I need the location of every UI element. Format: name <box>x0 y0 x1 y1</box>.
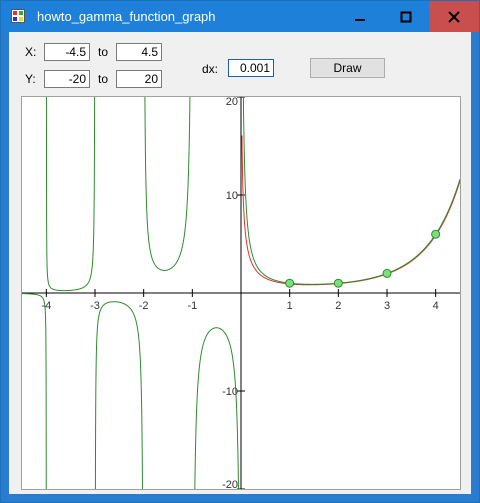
y-tick-label: 10 <box>226 190 238 202</box>
y-tick-label: -10 <box>222 386 238 398</box>
close-button[interactable] <box>429 1 479 32</box>
maximize-icon <box>400 11 412 22</box>
x-to-label: to <box>98 45 109 59</box>
x-label: X: <box>25 45 37 59</box>
gamma-curve <box>22 47 461 503</box>
x-tick-label: -1 <box>187 300 197 312</box>
maximize-button[interactable] <box>383 1 429 32</box>
window-title: howto_gamma_function_graph <box>37 9 216 24</box>
client-area: X: -4.5 to 4.5 Y: -20 to 20 dx: 0.001 Dr… <box>9 32 471 503</box>
dx-input[interactable]: 0.001 <box>228 59 274 77</box>
x-tick-label: -4 <box>41 300 51 312</box>
x-tick-label: -2 <box>139 300 149 312</box>
x-min-input[interactable]: -4.5 <box>44 43 90 61</box>
close-icon <box>448 10 460 23</box>
minimize-button[interactable] <box>337 1 383 32</box>
y-to-label: to <box>98 72 109 86</box>
app-icon <box>11 9 25 23</box>
gamma-plot: -4 -3 -2 -1 1 2 3 4 20 10 -10 -20 <box>22 47 461 503</box>
dx-label: dx: <box>202 62 219 76</box>
minimize-icon <box>355 18 365 21</box>
factorial-point <box>285 278 295 288</box>
factorial-point <box>333 278 343 288</box>
y-tick-label: 20 <box>226 97 238 108</box>
x-tick-label: 3 <box>384 300 390 312</box>
x-max-input[interactable]: 4.5 <box>116 43 162 61</box>
title-bar[interactable]: howto_gamma_function_graph <box>1 1 479 32</box>
y-tick-label: -20 <box>222 479 238 489</box>
x-tick-label: 4 <box>433 300 439 312</box>
x-tick-label: 1 <box>287 300 293 312</box>
stirling-curve <box>241 135 461 286</box>
factorial-point <box>431 229 441 239</box>
factorial-point <box>382 268 392 278</box>
y-label: Y: <box>25 72 36 86</box>
x-tick-label: -3 <box>90 300 100 312</box>
x-tick-label: 2 <box>335 300 341 312</box>
draw-button[interactable]: Draw <box>310 58 385 78</box>
graph-panel: -4 -3 -2 -1 1 2 3 4 20 10 -10 -20 <box>21 47 461 503</box>
y-min-input[interactable]: -20 <box>44 70 90 88</box>
y-max-input[interactable]: 20 <box>116 70 162 88</box>
